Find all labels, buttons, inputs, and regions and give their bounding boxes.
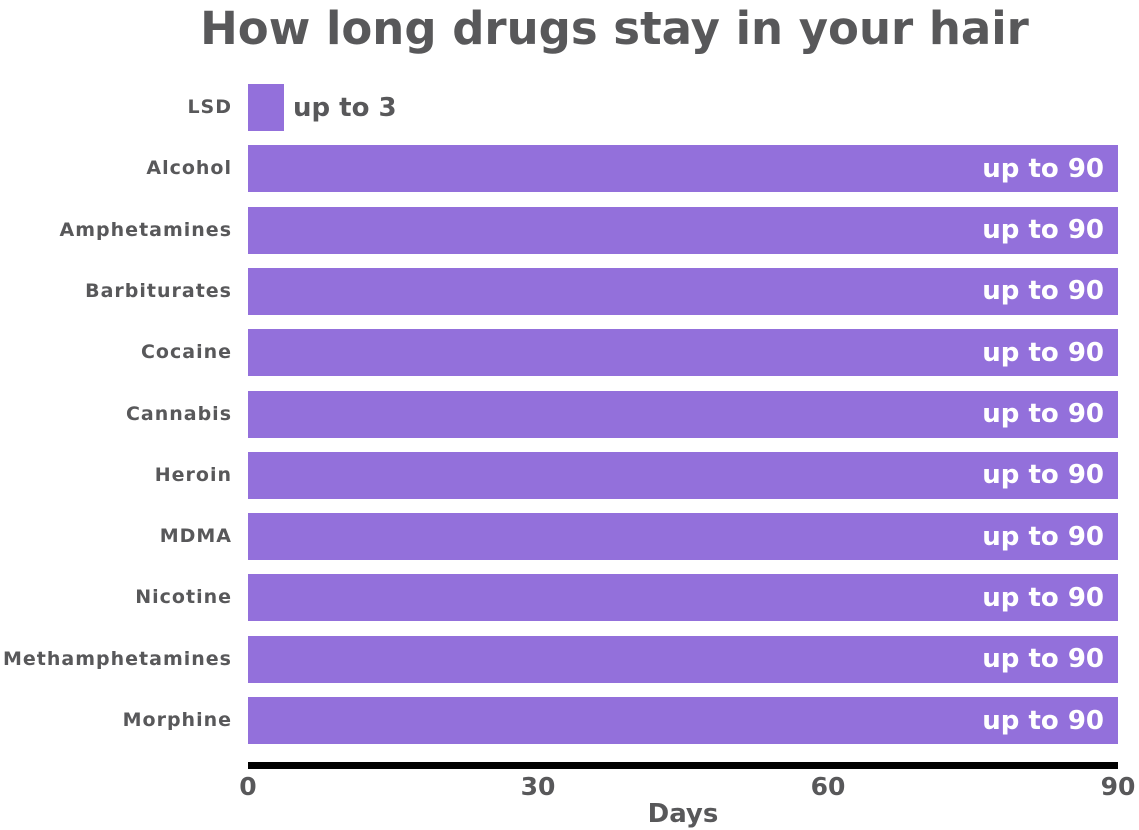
bar-row: Methamphetamines up to 90 bbox=[0, 635, 1118, 683]
category-label: Methamphetamines bbox=[3, 647, 232, 670]
bar-track: up to 90 bbox=[248, 513, 1118, 561]
bar-row: Cocaine up to 90 bbox=[0, 329, 1118, 377]
bar: up to 90 bbox=[248, 145, 1118, 193]
bar-row: Barbiturates up to 90 bbox=[0, 267, 1118, 315]
bar-row: Nicotine up to 90 bbox=[0, 574, 1118, 622]
x-axis-label: Days bbox=[647, 799, 719, 829]
category-label: Nicotine bbox=[135, 586, 232, 609]
bar: up to 90 bbox=[248, 513, 1118, 561]
bar-track: up to 90 bbox=[248, 206, 1118, 254]
category-label: Alcohol bbox=[146, 157, 232, 180]
bar-track: up to 3 bbox=[248, 84, 1118, 131]
bar: up to 90 bbox=[248, 329, 1118, 377]
bar: up to 90 bbox=[248, 390, 1118, 438]
bar: up to 90 bbox=[248, 451, 1118, 499]
bar-value-label: up to 90 bbox=[982, 582, 1104, 613]
bar-track: up to 90 bbox=[248, 329, 1118, 377]
bar-row: LSD up to 3 bbox=[0, 84, 1118, 131]
bar-row: Morphine up to 90 bbox=[0, 697, 1118, 744]
bar-value-label: up to 90 bbox=[982, 705, 1104, 736]
bar-value-label: up to 90 bbox=[982, 276, 1104, 307]
bar-track: up to 90 bbox=[248, 145, 1118, 193]
bar-row: MDMA up to 90 bbox=[0, 513, 1118, 561]
x-tick-label: 60 bbox=[810, 772, 846, 801]
bar-value-label: up to 90 bbox=[982, 153, 1104, 184]
category-label: Cannabis bbox=[125, 402, 232, 425]
x-tick-label: 30 bbox=[520, 772, 556, 801]
x-tick-label: 90 bbox=[1100, 772, 1136, 801]
bar-value-label: up to 90 bbox=[982, 337, 1104, 368]
bar-value-label: up to 90 bbox=[982, 644, 1104, 675]
category-label: MDMA bbox=[159, 525, 232, 548]
bar-track: up to 90 bbox=[248, 390, 1118, 438]
bar-track: up to 90 bbox=[248, 574, 1118, 622]
bar-value-label: up to 90 bbox=[982, 399, 1104, 429]
bar-track: up to 90 bbox=[248, 635, 1118, 683]
bar: up to 90 bbox=[248, 574, 1118, 622]
chart-title: How long drugs stay in your hair bbox=[200, 2, 1029, 55]
bar bbox=[248, 84, 284, 131]
category-label: Amphetamines bbox=[59, 218, 232, 241]
x-axis-line bbox=[248, 762, 1118, 769]
bar-value-label: up to 90 bbox=[982, 215, 1104, 246]
bar-value-label: up to 3 bbox=[293, 92, 397, 123]
bar-row: Heroin up to 90 bbox=[0, 451, 1118, 499]
bar-value-label: up to 90 bbox=[982, 460, 1104, 491]
x-tick-label: 0 bbox=[239, 772, 257, 801]
bar-row: Cannabis up to 90 bbox=[0, 390, 1118, 438]
bar: up to 90 bbox=[248, 206, 1118, 254]
x-axis-ticks: 0 30 60 90 bbox=[239, 772, 1135, 802]
category-label: Barbiturates bbox=[85, 279, 232, 302]
category-label: Heroin bbox=[154, 463, 232, 486]
bar: up to 90 bbox=[248, 267, 1118, 315]
bar: up to 90 bbox=[248, 635, 1118, 683]
bar-track: up to 90 bbox=[248, 697, 1118, 744]
bar: up to 90 bbox=[248, 697, 1118, 744]
bar-track: up to 90 bbox=[248, 451, 1118, 499]
bar-track: up to 90 bbox=[248, 267, 1118, 315]
bar-value-label: up to 90 bbox=[982, 521, 1104, 552]
category-label: Morphine bbox=[122, 709, 232, 731]
category-label: LSD bbox=[187, 96, 232, 118]
category-label: Cocaine bbox=[140, 341, 232, 364]
bar-row: Alcohol up to 90 bbox=[0, 145, 1118, 193]
bar-row: Amphetamines up to 90 bbox=[0, 206, 1118, 254]
